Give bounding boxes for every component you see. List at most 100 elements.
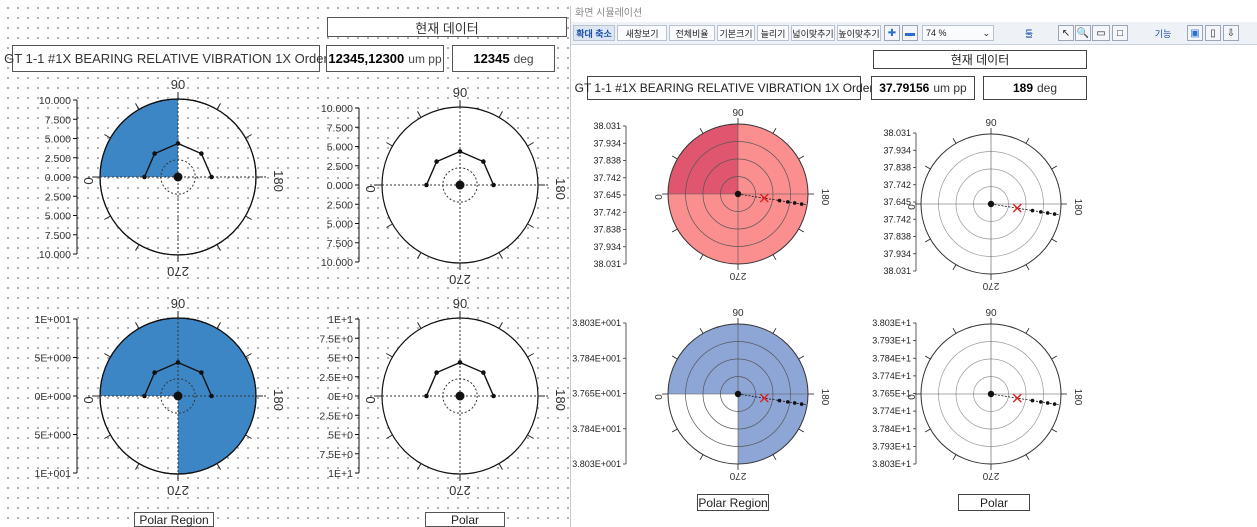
polar-tick <box>245 215 252 220</box>
tools-menu[interactable]: 툴 <box>1003 25 1055 41</box>
simulation-window: 화면 시뮬레이션 확대 축소 새창보기 전체비율 기본크기 늘리기 넓이맞추기 … <box>570 6 1257 527</box>
polar-data-point <box>209 174 214 180</box>
pointer-icon[interactable]: ↖ <box>1058 25 1074 41</box>
sim-angle-label-90: 90 <box>732 308 744 319</box>
zoom-out-button[interactable]: 확대 축소 <box>573 25 615 41</box>
sim-polar-tick <box>1025 264 1030 271</box>
polar-tick <box>135 244 140 251</box>
polar-tick <box>386 223 393 228</box>
angle-label-90: 90 <box>171 296 185 311</box>
polar-tick <box>245 434 252 439</box>
fit-width-button[interactable]: 넓이맞추기 <box>791 25 835 41</box>
polar-tick <box>245 134 252 139</box>
current-data-header[interactable]: 현재 데이터 <box>327 17 567 37</box>
zoom-minus-icon[interactable]: ▬ <box>902 25 918 41</box>
sim-current-marker <box>759 193 769 203</box>
chevron-down-icon: ⌄ <box>982 27 990 38</box>
polar-tick <box>104 353 111 358</box>
sim-angle-label-90: 90 <box>985 118 997 129</box>
sim-polar-tick <box>772 454 777 461</box>
angle-label-0: 0 <box>363 396 378 403</box>
polar-tick <box>498 252 503 259</box>
polar-tick <box>216 244 221 251</box>
dbr-axis-label: 2.5E+0 <box>319 372 353 384</box>
angle-label-180: 180 <box>553 389 568 411</box>
polar-data-point <box>209 393 214 399</box>
rectangle-icon[interactable]: □ <box>1112 25 1128 41</box>
designer-caption-polar-region: Polar Region <box>134 512 214 527</box>
designer-unit1: um pp <box>408 51 442 66</box>
sim-value2-box: 189 deg <box>983 76 1087 100</box>
fit-height-button[interactable]: 높이맞추기 <box>837 25 881 41</box>
polar-tick <box>417 322 422 329</box>
export-icon[interactable]: ⇩ <box>1223 25 1239 41</box>
sim-caption-right-text: Polar <box>979 495 1008 510</box>
sbl-axis-label: 3.765E+001 <box>572 389 621 399</box>
sim-center-point <box>734 390 742 398</box>
dtr-axis-label: 2.500 <box>327 199 353 211</box>
ruler-icon[interactable]: ▭ <box>1092 25 1110 41</box>
sim-trend-point <box>1052 212 1057 216</box>
sim-polar-charts: 90 270 180 0 38.031 37.934 37.838 37.742 37.645 3… <box>572 108 1083 481</box>
polar-data-point <box>457 360 463 365</box>
default-size-button[interactable]: 기본크기 <box>717 25 755 41</box>
polar-tick <box>417 463 422 470</box>
sim-polar-tick <box>798 355 805 360</box>
stl-axis-label: 37.934 <box>593 242 621 252</box>
str-axis-label: 37.645 <box>883 197 911 207</box>
polar-data-point <box>142 174 147 180</box>
polar-tick <box>135 463 140 470</box>
document-icon[interactable]: ▯ <box>1205 25 1221 41</box>
sim-center-point <box>987 200 995 208</box>
stl-axis-label: 37.742 <box>593 207 621 217</box>
fit-all-button[interactable]: 전체비율 <box>669 25 715 41</box>
polar-data-point <box>152 370 157 375</box>
designer-title-box: GT 1-1 #1X BEARING RELATIVE VIBRATION 1X… <box>4 45 328 72</box>
zoom-value: 74 % <box>926 28 947 38</box>
sim-polar-tick <box>1051 355 1058 360</box>
designer-unit2: deg <box>513 51 534 66</box>
sim-angle-label-180: 180 <box>819 389 830 406</box>
zoom-in-icon[interactable]: ✚ <box>884 25 900 41</box>
sim-angle-label-180: 180 <box>819 189 830 206</box>
polar-region-wedge <box>100 318 256 396</box>
sbl-axis-label: 3.803E+001 <box>572 459 621 469</box>
dbl-axis-label: 1E+001 <box>35 314 72 326</box>
polar-tick <box>135 103 140 110</box>
str-axis-label: 37.838 <box>883 232 911 242</box>
polar-tick <box>386 434 393 439</box>
zoom-select[interactable]: 74 % ⌄ <box>922 25 994 41</box>
sim-window-title: 화면 시뮬레이션 <box>575 8 643 19</box>
dbr-axis-label: 2.5E+0 <box>319 410 353 422</box>
sim-angle-label-0: 0 <box>905 204 916 210</box>
save-icon[interactable]: ▣ <box>1187 25 1203 41</box>
sim-polar-tick <box>772 327 777 334</box>
fill-button[interactable]: 늘리기 <box>757 25 789 41</box>
sim-trend-point <box>799 202 804 206</box>
dtl-axis-label: 2.500 <box>45 153 71 165</box>
functions-menu[interactable]: 기능 <box>1143 25 1183 41</box>
dbl-axis-label: 5E+000 <box>35 430 72 442</box>
sim-current-data-header[interactable]: 현재 데이터 <box>873 50 1087 69</box>
designer-polar-region-top: 90 270 180 0 10.000 7.500 5.000 2.500 0.000 2.500… <box>35 77 569 498</box>
sim-toolbar: 확대 축소 새창보기 전체비율 기본크기 늘리기 넓이맞추기 높이맞추기 ✚ ▬… <box>571 22 1257 45</box>
polar-tick <box>104 434 111 439</box>
sim-unit2: deg <box>1037 81 1058 95</box>
angle-label-90: 90 <box>453 85 467 100</box>
sim-polar-tick <box>1051 165 1058 170</box>
sim-angle-label-0: 0 <box>652 394 663 400</box>
dtl-axis-label: 7.500 <box>45 230 71 242</box>
angle-label-0: 0 <box>81 177 96 184</box>
polar-tick <box>104 134 111 139</box>
sim-trend-point <box>1030 398 1035 403</box>
designer-caption-polar: Polar <box>425 512 505 527</box>
dtr-axis-label: 7.500 <box>327 238 353 250</box>
sim-polar-tick <box>699 254 704 261</box>
sim-trend-point <box>785 200 790 204</box>
sim-caption-polar: Polar <box>958 494 1030 511</box>
polar-tick <box>216 103 221 110</box>
magnifier-icon[interactable]: 🔍 <box>1075 25 1091 41</box>
sim-trend-point <box>792 201 797 205</box>
designer-caption-right-text: Polar <box>450 512 479 527</box>
new-view-button[interactable]: 새창보기 <box>617 25 667 41</box>
